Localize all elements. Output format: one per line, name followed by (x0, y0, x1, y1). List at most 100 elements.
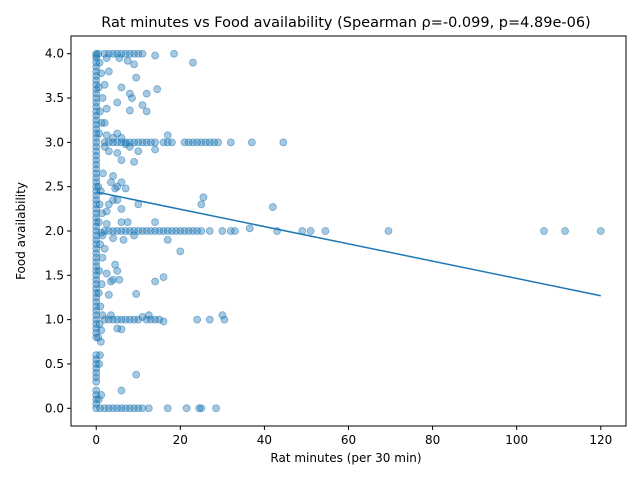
data-point (109, 49, 117, 58)
x-tick-label: 20 (173, 433, 188, 447)
data-point (540, 227, 548, 235)
data-point (92, 142, 101, 151)
data-point (92, 280, 101, 289)
data-point (95, 266, 104, 275)
data-point (92, 271, 101, 280)
data-point (214, 138, 223, 147)
data-point (119, 235, 128, 244)
points-layer (92, 49, 605, 413)
data-point (92, 284, 101, 293)
data-point (104, 404, 113, 413)
data-point (125, 89, 134, 98)
data-point (142, 227, 151, 235)
data-point (92, 209, 101, 218)
data-point (134, 49, 143, 58)
data-point (104, 49, 113, 58)
data-point (92, 364, 101, 373)
data-point (321, 227, 330, 235)
data-point (97, 391, 106, 399)
data-point (92, 293, 101, 302)
data-point (100, 49, 109, 58)
data-point (193, 138, 202, 147)
data-point (94, 49, 103, 58)
data-point (117, 178, 126, 187)
data-point (180, 227, 189, 235)
data-point (95, 320, 104, 328)
data-point (121, 49, 130, 58)
data-point (92, 275, 101, 284)
trend-line (96, 191, 601, 297)
y-tick-label: 1.0 (45, 313, 64, 327)
data-point (94, 218, 103, 227)
data-point (138, 138, 147, 147)
trend-layer (96, 191, 601, 297)
data-point (92, 160, 101, 169)
data-point (113, 98, 122, 107)
data-point (138, 49, 147, 58)
data-point (134, 147, 143, 156)
data-point (159, 138, 168, 147)
data-point (92, 165, 101, 173)
data-point (95, 58, 104, 67)
data-point (197, 138, 206, 147)
data-point (144, 404, 153, 413)
data-point (113, 49, 122, 58)
data-point (197, 404, 206, 413)
x-tick-label: 100 (505, 433, 528, 447)
data-point (189, 138, 197, 147)
data-point (117, 83, 126, 92)
data-point (104, 227, 113, 235)
data-point (142, 107, 151, 116)
data-point (109, 234, 117, 242)
x-axis-label: Rat minutes (per 30 min) (270, 451, 421, 465)
data-point (97, 280, 106, 289)
data-point (92, 377, 101, 386)
data-point (117, 49, 126, 58)
data-point (92, 302, 101, 311)
data-point (561, 227, 569, 235)
data-point (117, 315, 126, 324)
data-point (100, 244, 109, 253)
data-point (92, 182, 101, 191)
data-point (153, 85, 162, 94)
data-point (98, 311, 107, 320)
data-point (193, 227, 202, 235)
data-point (144, 311, 153, 320)
data-point (146, 138, 155, 147)
data-point (96, 240, 104, 249)
data-point (92, 134, 101, 142)
data-point (155, 315, 164, 324)
data-point (125, 315, 134, 324)
data-point (92, 94, 101, 102)
x-tick-label: 60 (341, 433, 356, 447)
data-point (125, 142, 134, 151)
data-point (97, 118, 106, 127)
data-point (138, 227, 147, 235)
data-point (184, 138, 193, 147)
data-point (92, 368, 101, 377)
data-point (134, 315, 143, 324)
data-point (102, 104, 111, 113)
plot-frame (70, 35, 627, 427)
data-point (130, 157, 138, 166)
data-point (163, 235, 172, 244)
data-point (130, 49, 138, 58)
data-point (134, 200, 143, 209)
data-point (117, 156, 126, 164)
data-point (218, 311, 227, 320)
data-point (172, 227, 181, 235)
data-point (151, 51, 159, 60)
data-point (132, 370, 141, 379)
data-point (92, 311, 101, 320)
data-point (151, 227, 159, 235)
data-point (121, 404, 130, 413)
data-point (92, 262, 101, 271)
data-point (184, 227, 193, 235)
chart-title: Rat minutes vs Food availability (Spearm… (101, 15, 590, 31)
data-point (182, 404, 191, 413)
data-point (132, 73, 141, 82)
data-point (96, 107, 104, 116)
data-point (113, 149, 122, 157)
